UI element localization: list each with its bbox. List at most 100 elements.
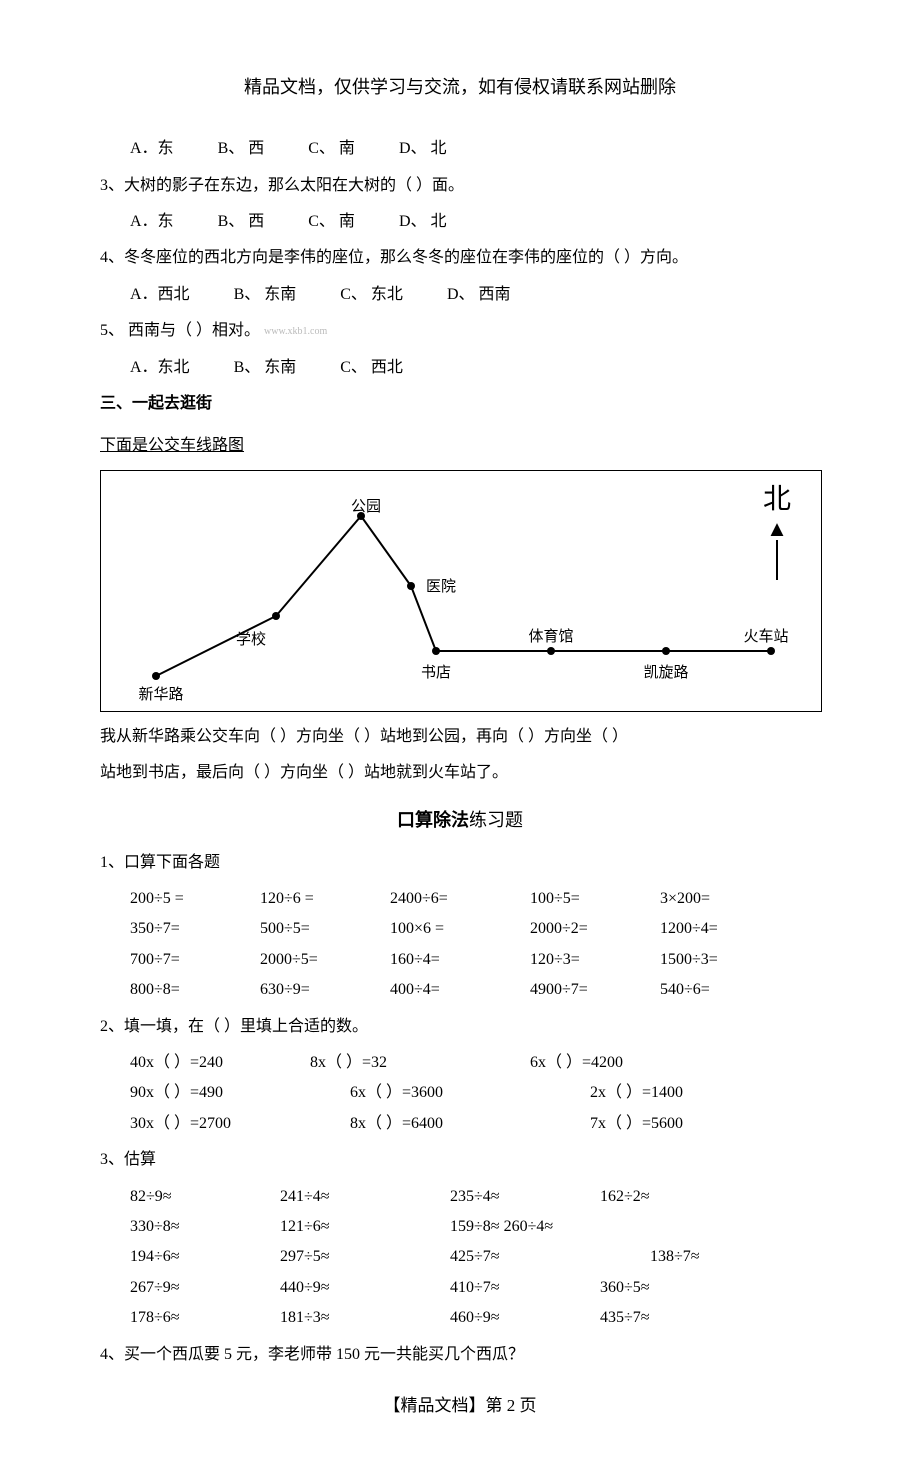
route-node-xinhualu	[152, 672, 160, 680]
q5-src-note: www.xkb1.com	[264, 326, 327, 337]
route-label-huochezhan: 火车站	[743, 623, 788, 652]
p2-cell: 2x（ ）=1400	[590, 1078, 770, 1108]
p3-cell: 178÷6≈	[130, 1303, 280, 1333]
q3-opt-c: C、 南	[308, 207, 355, 237]
q5-options: A．东北 B、 东南 C、 西北	[100, 353, 820, 383]
p3-label: 3、估算	[100, 1145, 820, 1175]
p3-cell: 360÷5≈	[600, 1273, 720, 1303]
q2-opt-c: C、 南	[308, 134, 355, 164]
p1-cell: 2000÷2=	[530, 914, 660, 944]
q4-opt-c: C、 东北	[340, 280, 403, 310]
p2-row: 30x（ ）=27008x（ ）=64007x（ ）=5600	[100, 1109, 820, 1139]
p3-cell: 460÷9≈	[450, 1303, 600, 1333]
p2-cell: 30x（ ）=2700	[130, 1109, 350, 1139]
p1-cell: 100÷5=	[530, 884, 660, 914]
fill-text-2: 站地到书店，最后向（ ）方向坐（ ）站地就到火车站了。	[100, 758, 820, 788]
p3-cell: 121÷6≈	[280, 1212, 450, 1242]
map-caption: 下面是公交车线路图	[100, 431, 244, 461]
q5-stem: 5、 西南与（ ）相对。 www.xkb1.com	[100, 316, 820, 346]
q4-opt-b: B、 东南	[234, 280, 297, 310]
q3-opt-d: D、 北	[399, 207, 447, 237]
p3-cell: 267÷9≈	[130, 1273, 280, 1303]
header-note: 精品文档，仅供学习与交流，如有侵权请联系网站删除	[100, 70, 820, 104]
p2-label: 2、填一填，在（ ）里填上合适的数。	[100, 1012, 820, 1042]
p3-cell: 235÷4≈	[450, 1182, 600, 1212]
division-title: 口算除法练习题	[100, 803, 820, 837]
p2-cell: 7x（ ）=5600	[590, 1109, 770, 1139]
route-label-tiyuguan: 体育馆	[528, 623, 573, 652]
p1-row: 700÷7=2000÷5=160÷4=120÷3=1500÷3=	[100, 945, 820, 975]
p1-cell: 800÷8=	[130, 975, 260, 1005]
bus-route-map: 北 ▲ 新华路学校公园医院书店体育馆凯旋路火车站	[100, 470, 822, 712]
p2-cell: 90x（ ）=490	[130, 1078, 350, 1108]
p2-cell: 8x（ ）=6400	[350, 1109, 590, 1139]
section3-title: 三、一起去逛街	[100, 389, 820, 419]
route-label-kaixuanlu: 凯旋路	[643, 659, 688, 688]
compass-arrow-icon: ▲	[763, 518, 791, 540]
p2-cell: 6x（ ）=4200	[530, 1048, 730, 1078]
p3-cell: 138÷7≈	[650, 1242, 770, 1272]
p1-cell: 4900÷7=	[530, 975, 660, 1005]
p3-cell: 159÷8≈ 260÷4≈	[450, 1212, 710, 1242]
p1-cell: 200÷5 =	[130, 884, 260, 914]
p1-cell: 400÷4=	[390, 975, 530, 1005]
p1-cell: 1500÷3=	[660, 945, 770, 975]
p3-row: 194÷6≈297÷5≈425÷7≈138÷7≈	[100, 1242, 820, 1272]
p2-row: 90x（ ）=4906x（ ）=36002x（ ）=1400	[100, 1078, 820, 1108]
p4-label: 4、买一个西瓜要 5 元，李老师带 150 元一共能买几个西瓜？	[100, 1340, 820, 1370]
p3-cell: 425÷7≈	[450, 1242, 650, 1272]
q5-opt-c: C、 西北	[340, 353, 403, 383]
q5-opt-a: A．东北	[130, 353, 190, 383]
p3-cell: 330÷8≈	[130, 1212, 280, 1242]
p3-cell: 297÷5≈	[280, 1242, 450, 1272]
p2-row: 40x（ ）=2408x（ ）=326x（ ）=4200	[100, 1048, 820, 1078]
compass-stem	[776, 540, 778, 580]
route-node-shudian	[432, 647, 440, 655]
route-node-kaixuanlu	[662, 647, 670, 655]
p1-label: 1、口算下面各题	[100, 848, 820, 878]
q4-options: A．西北 B、 东南 C、 东北 D、 西南	[100, 280, 820, 310]
route-svg	[101, 471, 821, 711]
p1-row: 200÷5 =120÷6 =2400÷6=100÷5=3×200=	[100, 884, 820, 914]
p1-row: 800÷8=630÷9=400÷4=4900÷7=540÷6=	[100, 975, 820, 1005]
p2-cell: 8x（ ）=32	[310, 1048, 530, 1078]
compass-label: 北	[763, 484, 791, 515]
route-label-xinhualu: 新华路	[138, 681, 183, 710]
p2-cell: 6x（ ）=3600	[350, 1078, 590, 1108]
q3-options: A．东 B、 西 C、 南 D、 北	[100, 207, 820, 237]
p1-cell: 100×6 =	[390, 914, 530, 944]
p3-cell: 82÷9≈	[130, 1182, 280, 1212]
p3-row: 178÷6≈181÷3≈460÷9≈435÷7≈	[100, 1303, 820, 1333]
q4-opt-a: A．西北	[130, 280, 190, 310]
q5-stem-text: 5、 西南与（ ）相对。	[100, 322, 260, 339]
p3-row: 267÷9≈440÷9≈410÷7≈360÷5≈	[100, 1273, 820, 1303]
p1-cell: 2000÷5=	[260, 945, 390, 975]
route-label-gongyuan: 公园	[351, 493, 381, 522]
p1-cell: 540÷6=	[660, 975, 770, 1005]
division-title-bold: 口算除法	[397, 810, 469, 830]
route-label-shudian: 书店	[421, 659, 451, 688]
q5-opt-b: B、 东南	[234, 353, 297, 383]
q4-stem: 4、冬冬座位的西北方向是李伟的座位，那么冬冬的座位在李伟的座位的（ ）方向。	[100, 243, 820, 273]
p3-row: 330÷8≈121÷6≈159÷8≈ 260÷4≈	[100, 1212, 820, 1242]
p3-cell: 435÷7≈	[600, 1303, 720, 1333]
p3-cell: 181÷3≈	[280, 1303, 450, 1333]
p1-cell: 630÷9=	[260, 975, 390, 1005]
page-footer: 【精品文档】第 2 页	[100, 1390, 820, 1422]
p1-cell: 1200÷4=	[660, 914, 770, 944]
fill-text-1: 我从新华路乘公交车向（ ）方向坐（ ）站地到公园，再向（ ）方向坐（ ）	[100, 722, 820, 752]
route-label-xuexiao: 学校	[236, 626, 266, 655]
p1-cell: 700÷7=	[130, 945, 260, 975]
p2-cell: 40x（ ）=240	[130, 1048, 310, 1078]
p1-cell: 500÷5=	[260, 914, 390, 944]
p3-row: 82÷9≈241÷4≈235÷4≈162÷2≈	[100, 1182, 820, 1212]
q2-opt-d: D、 北	[399, 134, 447, 164]
route-node-yiyuan	[407, 582, 415, 590]
q2-options: A．东 B、 西 C、 南 D、 北	[100, 134, 820, 164]
p3-cell: 410÷7≈	[450, 1273, 600, 1303]
q2-opt-b: B、 西	[218, 134, 265, 164]
p3-cell: 440÷9≈	[280, 1273, 450, 1303]
p3-cell: 241÷4≈	[280, 1182, 450, 1212]
q3-stem: 3、大树的影子在东边，那么太阳在大树的（ ）面。	[100, 171, 820, 201]
p1-row: 350÷7=500÷5=100×6 =2000÷2=1200÷4=	[100, 914, 820, 944]
